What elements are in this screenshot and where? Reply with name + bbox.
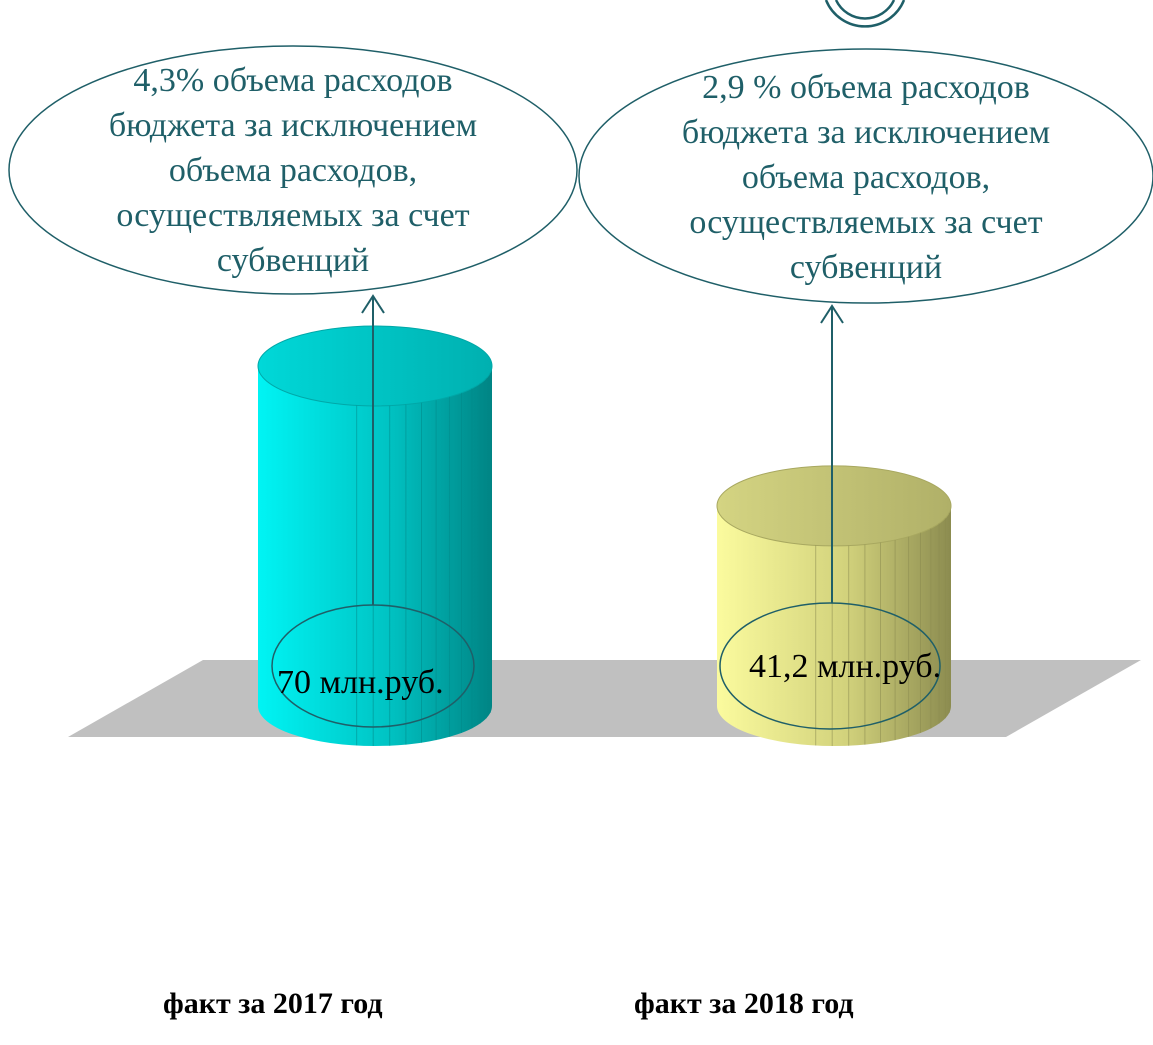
value-callout-2017: 70 млн.руб.: [271, 604, 475, 728]
bar-1-cylinder: [717, 505, 951, 746]
bar-0-top-cap: [257, 325, 493, 407]
decorative-ring-icon: [824, 0, 906, 28]
value-label-2017: 70 млн.руб.: [277, 664, 444, 701]
bar-2018: [716, 465, 952, 746]
callout-2017-line-5: субвенций: [217, 242, 369, 279]
callout-2018-line-1: 2,9 % объема расходов: [702, 69, 1030, 106]
bar-0-facets: [356, 372, 491, 746]
connector-arrow-2017: [361, 294, 385, 605]
callout-2017-line-3: объема расходов,: [169, 152, 417, 189]
category-label-2017: факт за 2017 год: [163, 987, 383, 1020]
callout-2017: 4,3% объема расходов бюджета за исключен…: [8, 45, 578, 295]
chart-floor: [68, 660, 1141, 737]
callout-2018: 2,9 % объема расходов бюджета за исключе…: [578, 48, 1153, 304]
bar-2017: [257, 325, 493, 746]
callout-2017-line-2: бюджета за исключением: [109, 107, 477, 144]
callout-2017-line-4: осуществляемых за счет: [116, 197, 469, 234]
value-callout-2018: 41,2 млн.руб.: [719, 602, 941, 730]
bar-1-top-cap: [716, 465, 952, 547]
connector-arrow-2018: [820, 304, 844, 603]
callout-2018-line-2: бюджета за исключением: [682, 114, 1050, 151]
callout-2018-line-3: объема расходов,: [742, 159, 990, 196]
callout-2018-line-5: субвенций: [790, 249, 942, 286]
callout-2017-line-1: 4,3% объема расходов: [133, 62, 452, 99]
value-label-2018: 41,2 млн.руб.: [749, 648, 941, 685]
category-label-2018: факт за 2018 год: [634, 987, 854, 1020]
bar-0-cylinder: [258, 366, 492, 746]
callout-2018-line-4: осуществляемых за счет: [689, 204, 1042, 241]
decorative-ring-inner-icon: [834, 0, 896, 20]
